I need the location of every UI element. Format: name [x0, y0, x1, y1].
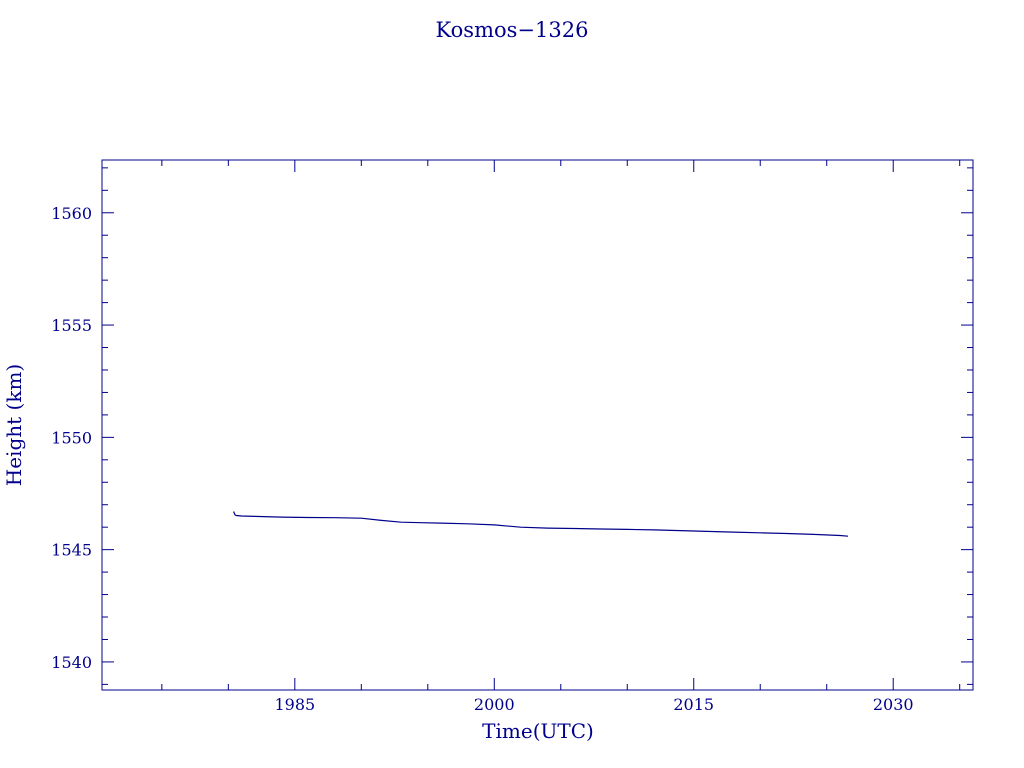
x-tick-label: 2015 — [673, 695, 714, 714]
y-tick-label: 1555 — [51, 316, 92, 335]
y-axis-label: Height (km) — [2, 364, 26, 486]
x-tick-label: 2030 — [873, 695, 914, 714]
tick-marks — [102, 160, 973, 690]
x-tick-label: 1985 — [274, 695, 315, 714]
x-axis-label: Time(UTC) — [482, 719, 594, 743]
series-layer — [233, 511, 849, 537]
height-series-line — [233, 511, 849, 537]
chart-title: Kosmos−1326 — [436, 18, 589, 42]
y-tick-label: 1550 — [51, 428, 92, 447]
y-tick-label: 1560 — [51, 204, 92, 223]
y-tick-label: 1545 — [51, 541, 92, 560]
tick-labels: 1985 2000 2015 2030 1540 1545 1550 1555 1560 — [51, 204, 913, 714]
y-tick-label: 1540 — [51, 653, 92, 672]
plot-frame — [101, 159, 974, 691]
x-tick-label: 2000 — [474, 695, 515, 714]
